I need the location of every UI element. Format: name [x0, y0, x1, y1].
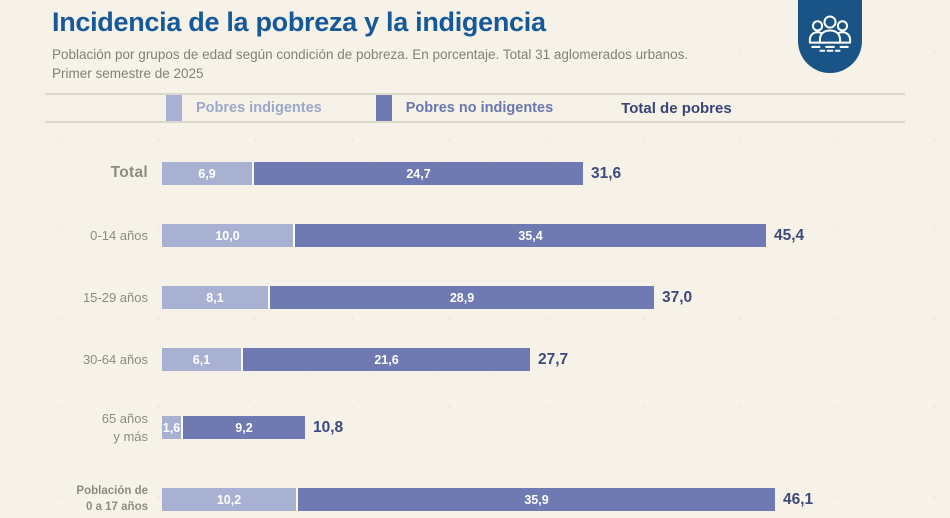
- segment-pobres-no-indigentes: 35,9: [298, 488, 775, 512]
- row-category-label: Población de 0 a 17 años: [76, 485, 148, 513]
- stacked-bar: 10,2 35,9: [162, 488, 775, 512]
- segment-value: 10,2: [216, 492, 242, 507]
- segment-value: 1,6: [162, 420, 181, 435]
- stacked-bar: 10,0 35,4: [162, 224, 766, 248]
- row-category-label: 0-14 años: [90, 228, 148, 244]
- segment-pobres-no-indigentes: 9,2: [183, 416, 305, 440]
- segment-value: 9,2: [235, 420, 253, 435]
- segment-pobres-indigentes: 8,1: [162, 286, 270, 310]
- legend-item-no-indigentes: Pobres no indigentes: [375, 95, 554, 122]
- page-title: Incidencia de la pobreza y la indigencia: [52, 7, 546, 37]
- row-total-value: 27,7: [538, 350, 569, 368]
- chart-row: 0-14 años 10,0 35,4 45,4: [0, 224, 950, 248]
- stacked-bar: 1,6 9,2: [162, 416, 305, 440]
- segment-pobres-indigentes: 6,1: [162, 348, 243, 372]
- row-total-value: 31,6: [591, 164, 622, 182]
- segment-value: 10,0: [215, 228, 240, 243]
- chart-row: 65 años y más 1,6 9,2 10,8: [0, 410, 950, 445]
- people-group-icon: [808, 15, 852, 52]
- stacked-bar: 6,1 21,6: [162, 348, 530, 372]
- segment-value: 35,4: [518, 228, 543, 243]
- row-category-label: 15-29 años: [82, 290, 148, 306]
- segment-pobres-indigentes: 6,9: [162, 162, 254, 186]
- header: Incidencia de la pobreza y la indigencia…: [0, 0, 950, 83]
- row-category-label: 65 años y más: [101, 411, 148, 444]
- stacked-bar: 6,9 24,7: [162, 162, 583, 186]
- legend-swatch-indigentes: [166, 95, 182, 122]
- legend-label-indigentes: Pobres indigentes: [196, 100, 322, 117]
- row-category-label: 30-64 años: [82, 352, 148, 368]
- subtitle-line-2: Primer semestre de 2025: [52, 66, 204, 82]
- segment-value: 35,9: [524, 492, 549, 507]
- legend-swatch-no-indigentes: [375, 95, 392, 122]
- legend-label-no-indigentes: Pobres no indigentes: [405, 100, 554, 117]
- segment-pobres-indigentes: 1,6: [162, 416, 183, 440]
- chart-row: 15-29 años 8,1 28,9 37,0: [0, 286, 950, 310]
- segment-value: 21,6: [374, 352, 399, 367]
- segment-pobres-indigentes: 10,0: [162, 224, 295, 248]
- page-subtitle: Población por grupos de edad según condi…: [52, 45, 950, 83]
- segment-value: 24,7: [406, 166, 431, 181]
- legend: Pobres indigentes Pobres no indigentes T…: [45, 93, 905, 124]
- row-total-value: 10,8: [313, 418, 344, 436]
- chart-row: Población de 0 a 17 años 10,2 35,9 46,1: [0, 484, 950, 515]
- segment-pobres-indigentes: 10,2: [162, 488, 298, 512]
- segment-pobres-no-indigentes: 24,7: [254, 162, 583, 186]
- legend-label-total-de-pobres: Total de pobres: [621, 99, 732, 117]
- segment-value: 6,9: [198, 166, 216, 181]
- segment-pobres-no-indigentes: 35,4: [295, 224, 766, 248]
- segment-value: 8,1: [206, 290, 224, 305]
- row-total-value: 37,0: [662, 288, 693, 306]
- segment-value: 6,1: [192, 352, 211, 367]
- segment-pobres-no-indigentes: 21,6: [243, 348, 530, 372]
- legend-item-indigentes: Pobres indigentes: [166, 95, 322, 122]
- chart-row: Total 6,9 24,7 31,6: [0, 162, 950, 186]
- segment-value: 28,9: [449, 290, 475, 305]
- row-total-value: 45,4: [774, 226, 805, 244]
- chart-row: 30-64 años 6,1 21,6 27,7: [0, 348, 950, 372]
- stacked-bar-chart: Total 6,9 24,7 31,6 0-14 años 10,0 35,4: [0, 123, 950, 515]
- stacked-bar: 8,1 28,9: [162, 286, 654, 310]
- institution-badge: [798, 0, 862, 73]
- segment-pobres-no-indigentes: 28,9: [270, 286, 654, 310]
- row-category-label: Total: [110, 164, 148, 182]
- row-total-value: 46,1: [783, 490, 814, 508]
- subtitle-line-1: Población por grupos de edad según condi…: [52, 47, 689, 62]
